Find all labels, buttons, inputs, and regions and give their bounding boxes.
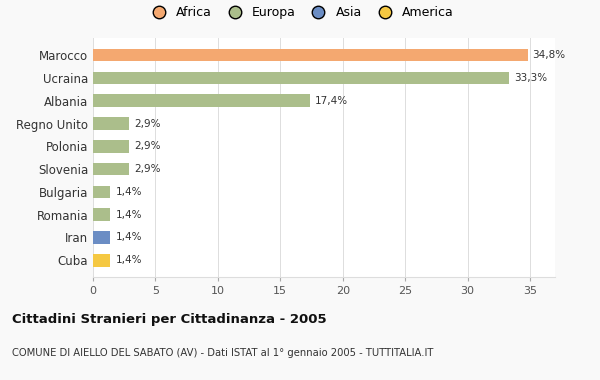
Text: 1,4%: 1,4% [115,187,142,197]
Bar [93,254,110,266]
Text: 1,4%: 1,4% [115,233,142,242]
Text: Cittadini Stranieri per Cittadinanza - 2005: Cittadini Stranieri per Cittadinanza - 2… [12,314,326,326]
Text: 2,9%: 2,9% [134,164,161,174]
Text: 1,4%: 1,4% [115,255,142,265]
Bar [93,49,527,62]
Bar [93,163,129,175]
Bar [93,140,129,153]
Bar [93,117,129,130]
Bar [93,95,310,107]
Bar [93,185,110,198]
Text: 34,8%: 34,8% [533,50,566,60]
Text: 1,4%: 1,4% [115,210,142,220]
Text: 17,4%: 17,4% [315,96,349,106]
Text: 33,3%: 33,3% [514,73,547,83]
Text: 2,9%: 2,9% [134,141,161,151]
Text: COMUNE DI AIELLO DEL SABATO (AV) - Dati ISTAT al 1° gennaio 2005 - TUTTITALIA.IT: COMUNE DI AIELLO DEL SABATO (AV) - Dati … [12,348,433,358]
Bar [93,72,509,84]
Bar [93,231,110,244]
Text: 2,9%: 2,9% [134,119,161,128]
Legend: Africa, Europa, Asia, America: Africa, Europa, Asia, America [146,6,454,19]
Bar [93,208,110,221]
